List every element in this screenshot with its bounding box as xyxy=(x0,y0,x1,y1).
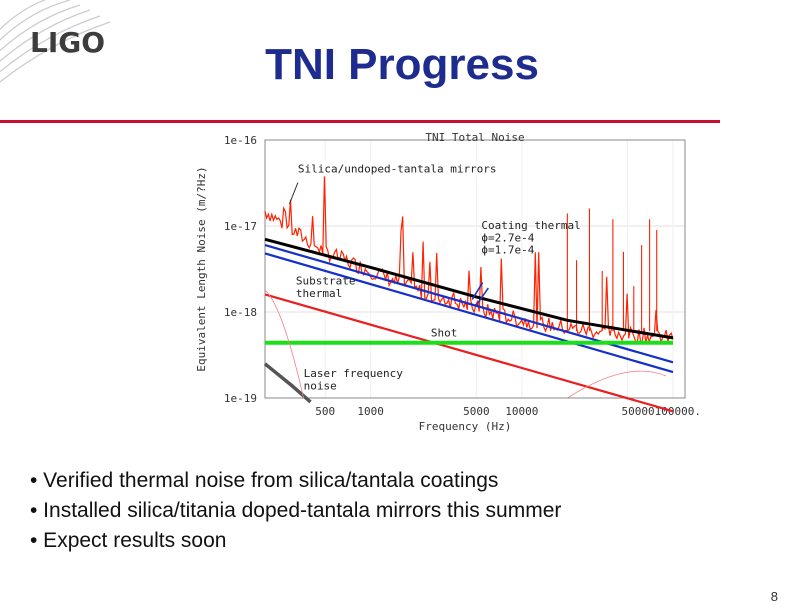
noise-chart: TNI Total Noise Equivalent Length Noise … xyxy=(195,131,701,433)
thin-reference-curve xyxy=(567,370,667,399)
annotation-label: Substrate xyxy=(296,274,356,287)
ligo-logo: LIGO xyxy=(30,26,106,59)
x-axis-label: Frequency (Hz) xyxy=(419,420,512,433)
chart-grid xyxy=(265,139,685,398)
series-line xyxy=(264,237,674,340)
bullet-item: • Expect results soon xyxy=(30,529,227,552)
thin-reference-curve xyxy=(264,289,304,399)
series-line xyxy=(263,362,312,404)
plot-frame xyxy=(264,139,686,399)
title-divider xyxy=(0,120,720,123)
page-title: TNI Progress xyxy=(265,40,539,89)
x-tick-label: 1000 xyxy=(357,405,384,418)
x-tick-label: 5000 xyxy=(463,405,490,418)
x-tick-label: 50000100000. xyxy=(622,405,701,418)
x-tick-label: 500 xyxy=(315,405,335,418)
annotation-label: noise xyxy=(304,380,337,393)
x-tick-label: 10000 xyxy=(505,405,538,418)
annotation-label: Coating thermal xyxy=(481,219,580,232)
bullet-list: • Verified thermal noise from silica/tan… xyxy=(30,466,561,556)
y-tick-label: 1e-17 xyxy=(224,220,257,233)
series-line xyxy=(264,244,674,364)
y-tick-label: 1e-18 xyxy=(224,306,257,319)
annotation-arrow xyxy=(471,282,484,300)
series-line-measured xyxy=(264,174,674,345)
bullet-item: • Installed silica/titania doped-tantala… xyxy=(30,499,562,522)
bullet-item: • Verified thermal noise from silica/tan… xyxy=(30,469,499,492)
annotation-arrow xyxy=(288,182,299,205)
annotation-label: Shot xyxy=(431,326,458,339)
annotation-arrow xyxy=(475,287,489,306)
annotation-label: Silica/undoped-tantala mirrors xyxy=(298,162,497,175)
annotation-label: thermal xyxy=(296,287,342,300)
annotation-label: ϕ=2.7e-4 xyxy=(481,232,534,245)
annotation-label: ϕ=1.7e-4 xyxy=(481,243,534,256)
y-tick-label: 1e-16 xyxy=(224,134,257,147)
chart-title: TNI Total Noise xyxy=(425,131,524,144)
annotation-background xyxy=(294,161,502,177)
logo-arcs xyxy=(0,0,111,83)
y-tick-label: 1e-19 xyxy=(224,392,257,405)
series-line xyxy=(264,252,674,374)
series-line xyxy=(264,293,674,413)
page-number: 8 xyxy=(770,589,778,604)
annotation-label: Laser frequency xyxy=(304,367,404,380)
y-axis-label: Equivalent Length Noise (m/?Hz) xyxy=(195,166,208,371)
